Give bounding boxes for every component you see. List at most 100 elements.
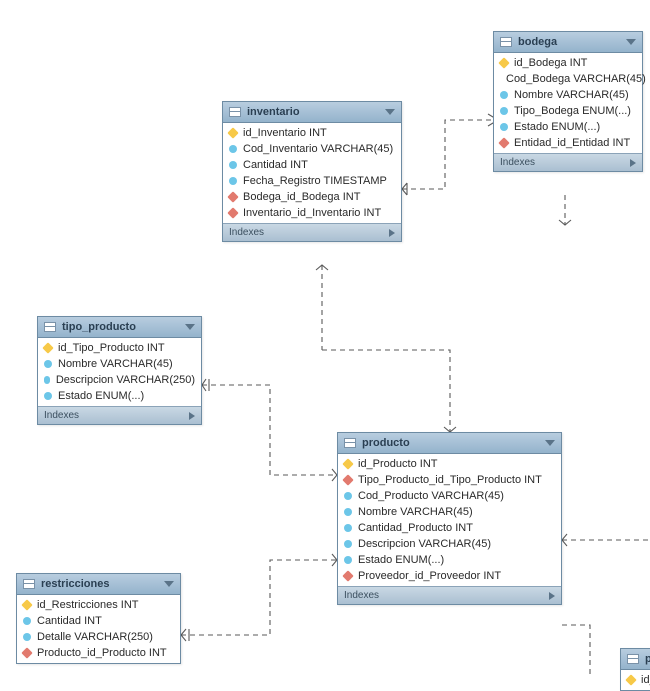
table-column[interactable]: id_Bodega INT <box>494 55 642 71</box>
collapse-icon[interactable] <box>385 109 395 115</box>
columns-list: id_Bodega INT Cod_Bodega VARCHAR(45) Nom… <box>494 53 642 153</box>
table-header[interactable]: restricciones <box>17 574 180 595</box>
column-label: Cantidad INT <box>243 159 308 171</box>
columns-list: id_Tipo_Producto INT Nombre VARCHAR(45) … <box>38 338 201 406</box>
table-column[interactable]: Nombre VARCHAR(45) <box>338 504 561 520</box>
table-title: provee <box>645 653 650 665</box>
collapse-icon[interactable] <box>545 440 555 446</box>
table-column[interactable]: Descripcion VARCHAR(250) <box>38 372 201 388</box>
indexes-label: Indexes <box>229 227 264 238</box>
pk-icon <box>342 458 353 469</box>
column-label: id_Inventario INT <box>243 127 327 139</box>
pk-icon <box>21 599 32 610</box>
column-label: Entidad_id_Entidad INT <box>514 137 630 149</box>
pk-icon <box>42 342 53 353</box>
table-bodega[interactable]: bodega id_Bodega INT Cod_Bodega VARCHAR(… <box>493 31 643 172</box>
fk-icon <box>21 647 32 658</box>
table-title: bodega <box>518 36 557 48</box>
table-column[interactable]: Proveedor_id_Proveedor INT <box>338 568 561 584</box>
columns-list: id_Restricciones INT Cantidad INT Detall… <box>17 595 180 663</box>
indexes-section[interactable]: Indexes <box>38 406 201 424</box>
table-column[interactable]: Cod_Producto VARCHAR(45) <box>338 488 561 504</box>
column-label: Cod_Inventario VARCHAR(45) <box>243 143 393 155</box>
table-header[interactable]: inventario <box>223 102 401 123</box>
table-header[interactable]: producto <box>338 433 561 454</box>
table-inventario[interactable]: inventario id_Inventario INT Cod_Inventa… <box>222 101 402 242</box>
table-column[interactable]: id_Provee <box>621 672 650 688</box>
indexes-section[interactable]: Indexes <box>223 223 401 241</box>
table-icon <box>229 107 241 117</box>
attr-icon <box>229 145 237 153</box>
table-header[interactable]: provee <box>621 649 650 670</box>
indexes-section[interactable]: Indexes <box>338 586 561 604</box>
er-diagram-canvas: bodega id_Bodega INT Cod_Bodega VARCHAR(… <box>0 0 650 678</box>
table-column[interactable]: Nombre VARCHAR(45) <box>38 356 201 372</box>
column-label: id_Restricciones INT <box>37 599 138 611</box>
indexes-section[interactable]: Indexes <box>494 153 642 171</box>
table-tipo-producto[interactable]: tipo_producto id_Tipo_Producto INT Nombr… <box>37 316 202 425</box>
attr-icon <box>500 123 508 131</box>
collapse-icon[interactable] <box>185 324 195 330</box>
column-label: Proveedor_id_Proveedor INT <box>358 570 501 582</box>
column-label: Detalle VARCHAR(250) <box>37 631 153 643</box>
attr-icon <box>344 492 352 500</box>
table-column[interactable]: Tipo_Producto_id_Tipo_Producto INT <box>338 472 561 488</box>
table-proveedor[interactable]: provee id_Provee <box>620 648 650 691</box>
table-column[interactable]: Producto_id_Producto INT <box>17 645 180 661</box>
table-column[interactable]: id_Restricciones INT <box>17 597 180 613</box>
columns-list: id_Inventario INT Cod_Inventario VARCHAR… <box>223 123 401 223</box>
fk-icon <box>342 570 353 581</box>
table-column[interactable]: Estado ENUM(...) <box>338 552 561 568</box>
column-label: Cantidad_Producto INT <box>358 522 473 534</box>
fk-icon <box>227 191 238 202</box>
column-label: id_Provee <box>641 674 650 686</box>
table-column[interactable]: Estado ENUM(...) <box>38 388 201 404</box>
table-column[interactable]: Entidad_id_Entidad INT <box>494 135 642 151</box>
attr-icon <box>44 392 52 400</box>
column-label: Nombre VARCHAR(45) <box>514 89 629 101</box>
table-icon <box>344 438 356 448</box>
table-header[interactable]: bodega <box>494 32 642 53</box>
table-column[interactable]: Tipo_Bodega ENUM(...) <box>494 103 642 119</box>
attr-icon <box>44 376 50 384</box>
attr-icon <box>229 161 237 169</box>
indexes-label: Indexes <box>44 410 79 421</box>
attr-icon <box>229 177 237 185</box>
table-column[interactable]: Estado ENUM(...) <box>494 119 642 135</box>
table-restricciones[interactable]: restricciones id_Restricciones INT Canti… <box>16 573 181 664</box>
table-column[interactable]: Detalle VARCHAR(250) <box>17 629 180 645</box>
table-header[interactable]: tipo_producto <box>38 317 201 338</box>
column-label: Tipo_Producto_id_Tipo_Producto INT <box>358 474 542 486</box>
attr-icon <box>344 540 352 548</box>
collapse-icon[interactable] <box>164 581 174 587</box>
column-label: Estado ENUM(...) <box>514 121 600 133</box>
attr-icon <box>344 556 352 564</box>
fk-icon <box>227 207 238 218</box>
table-column[interactable]: Cod_Inventario VARCHAR(45) <box>223 141 401 157</box>
attr-icon <box>23 633 31 641</box>
table-column[interactable]: Fecha_Registro TIMESTAMP <box>223 173 401 189</box>
collapse-icon[interactable] <box>626 39 636 45</box>
table-icon <box>44 322 56 332</box>
column-label: Fecha_Registro TIMESTAMP <box>243 175 387 187</box>
fk-icon <box>342 474 353 485</box>
attr-icon <box>500 91 508 99</box>
table-column[interactable]: Cantidad_Producto INT <box>338 520 561 536</box>
table-column[interactable]: Descripcion VARCHAR(45) <box>338 536 561 552</box>
table-column[interactable]: Cantidad INT <box>223 157 401 173</box>
table-column[interactable]: Cod_Bodega VARCHAR(45) <box>494 71 642 87</box>
table-column[interactable]: id_Tipo_Producto INT <box>38 340 201 356</box>
table-column[interactable]: Inventario_id_Inventario INT <box>223 205 401 221</box>
expand-icon <box>630 159 636 167</box>
expand-icon <box>549 592 555 600</box>
table-column[interactable]: id_Inventario INT <box>223 125 401 141</box>
table-column[interactable]: id_Producto INT <box>338 456 561 472</box>
table-column[interactable]: Nombre VARCHAR(45) <box>494 87 642 103</box>
table-title: inventario <box>247 106 300 118</box>
attr-icon <box>23 617 31 625</box>
columns-list: id_Producto INT Tipo_Producto_id_Tipo_Pr… <box>338 454 561 586</box>
table-column[interactable]: Bodega_id_Bodega INT <box>223 189 401 205</box>
table-icon <box>627 654 639 664</box>
table-column[interactable]: Cantidad INT <box>17 613 180 629</box>
table-producto[interactable]: producto id_Producto INT Tipo_Producto_i… <box>337 432 562 605</box>
